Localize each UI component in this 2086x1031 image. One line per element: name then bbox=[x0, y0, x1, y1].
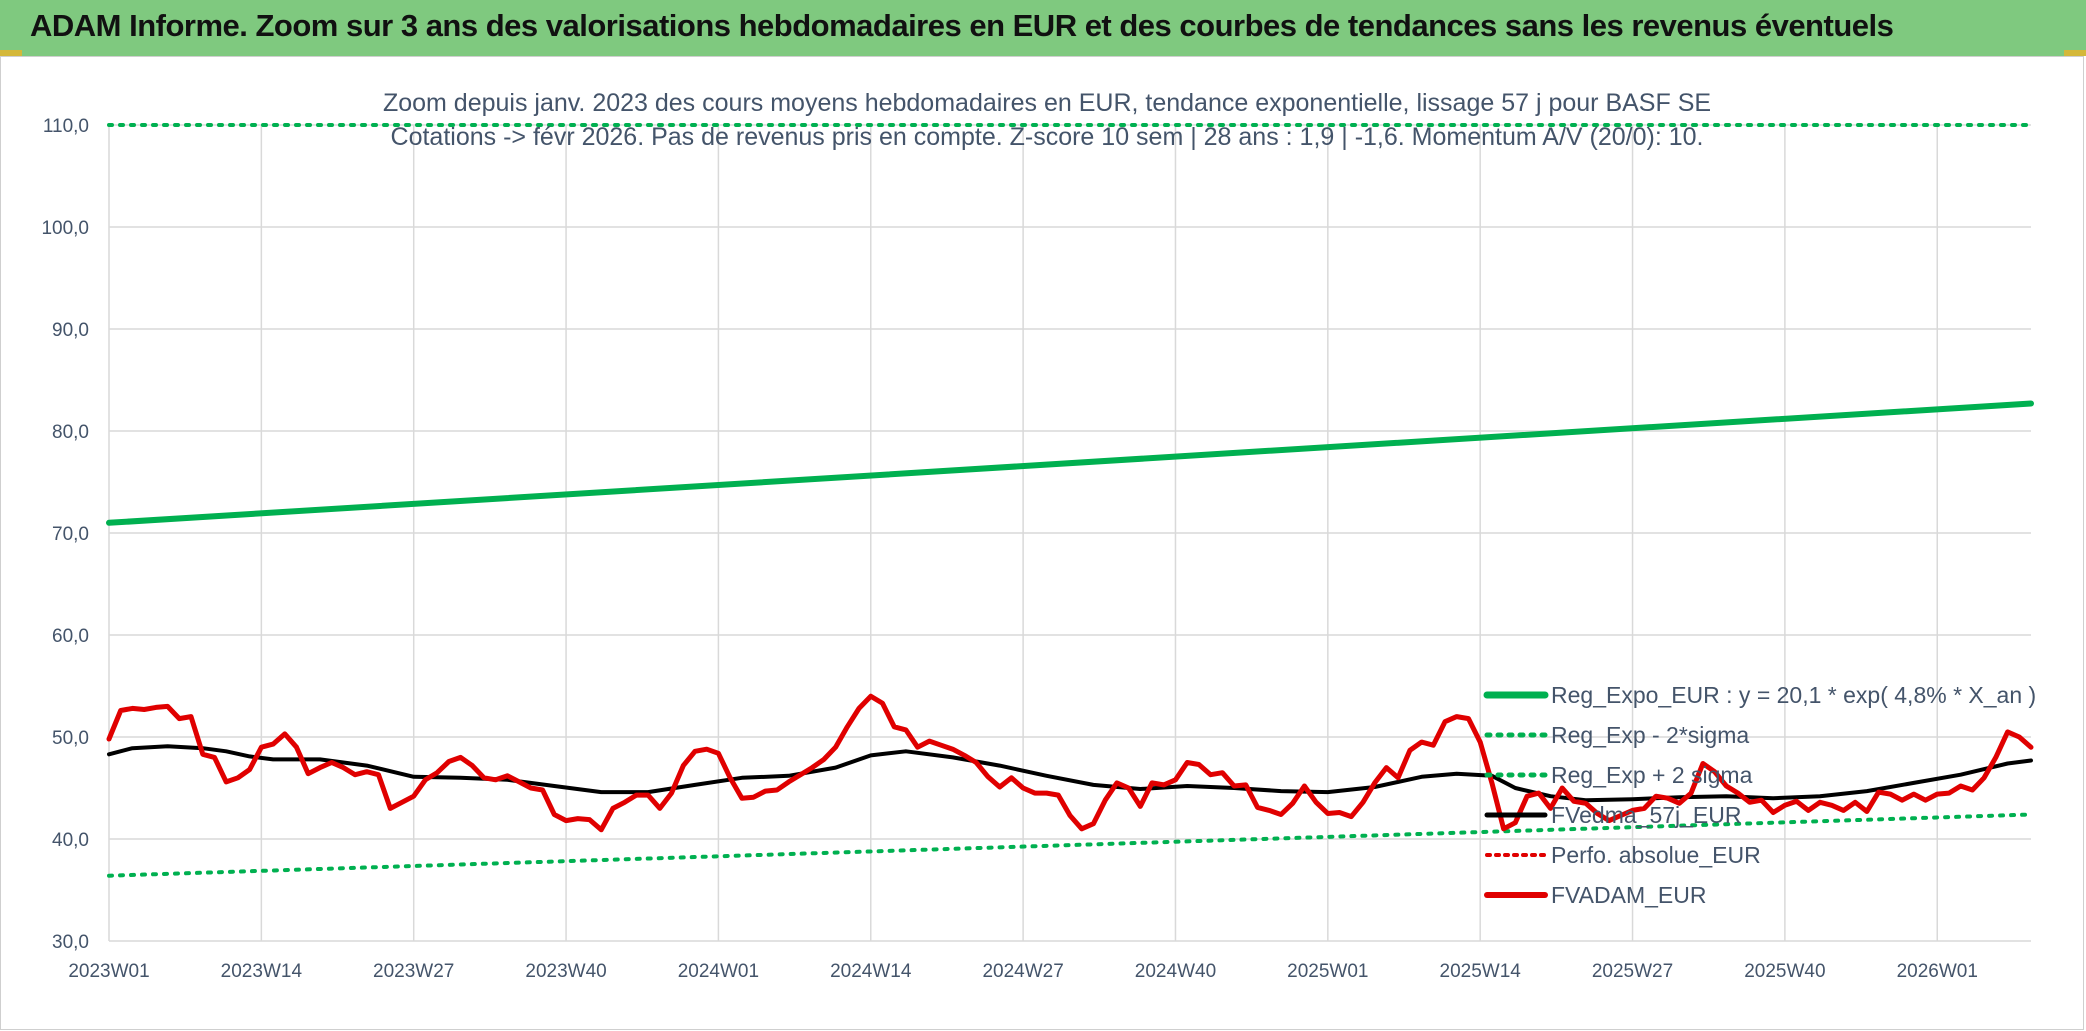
x-tick-label: 2026W01 bbox=[1897, 961, 1978, 982]
report-header: ADAM Informe. Zoom sur 3 ans des valoris… bbox=[0, 0, 2086, 56]
y-tick-label: 50,0 bbox=[52, 728, 89, 749]
grid bbox=[108, 124, 2031, 942]
y-tick-label: 40,0 bbox=[52, 830, 89, 851]
y-tick-label: 60,0 bbox=[52, 626, 89, 647]
series-group bbox=[106, 123, 2034, 878]
y-tick-label: 100,0 bbox=[41, 218, 89, 239]
x-tick-label: 2023W27 bbox=[373, 961, 454, 982]
legend-label: Reg_Exp + 2 sigma bbox=[1551, 762, 1753, 788]
chart-area: 30,0 40,0 50,0 60,0 70,0 80,0 90,0 100,0 110,0 20… bbox=[0, 56, 2084, 1030]
x-tick-label: 2025W40 bbox=[1744, 961, 1825, 982]
legend-label: Perfo. absolue_EUR bbox=[1551, 842, 1761, 868]
chart-title-line1: Zoom depuis janv. 2023 des cours moyens … bbox=[383, 89, 1711, 117]
y-tick-label: 80,0 bbox=[52, 422, 89, 443]
x-tick-label: 2023W40 bbox=[525, 961, 606, 982]
x-tick-label: 2024W27 bbox=[982, 961, 1063, 982]
series-fvedma-57j bbox=[107, 744, 2033, 803]
x-tick-label: 2025W01 bbox=[1287, 961, 1368, 982]
line-chart: 30,0 40,0 50,0 60,0 70,0 80,0 90,0 100,0 110,0 20… bbox=[41, 89, 2036, 982]
y-tick-label: 110,0 bbox=[43, 116, 89, 137]
legend-label: FVADAM_EUR bbox=[1551, 882, 1707, 908]
report-title: ADAM Informe. Zoom sur 3 ans des valoris… bbox=[30, 8, 1894, 43]
axis-ticks: 30,0 40,0 50,0 60,0 70,0 80,0 90,0 100,0 110,0 20… bbox=[41, 116, 1977, 982]
x-tick-label: 2024W40 bbox=[1135, 961, 1216, 982]
header-accent-left bbox=[0, 50, 22, 56]
legend-label: FVedma_57j_EUR bbox=[1551, 802, 1742, 828]
x-tick-label: 2025W27 bbox=[1592, 961, 1673, 982]
y-tick-label: 70,0 bbox=[52, 524, 89, 545]
y-tick-label: 30,0 bbox=[52, 932, 89, 953]
series-reg-expo bbox=[106, 400, 2034, 526]
x-tick-label: 2024W14 bbox=[830, 961, 912, 982]
x-tick-label: 2023W14 bbox=[221, 961, 303, 982]
x-tick-label: 2023W01 bbox=[68, 961, 149, 982]
legend-label: Reg_Expo_EUR : y = 20,1 * exp( 4,8% * X_… bbox=[1551, 682, 2036, 708]
y-tick-label: 90,0 bbox=[52, 320, 89, 341]
legend-label: Reg_Exp - 2*sigma bbox=[1551, 722, 1749, 748]
series-fvadam bbox=[106, 693, 2034, 833]
legend: Reg_Expo_EUR : y = 20,1 * exp( 4,8% * X_… bbox=[1483, 682, 2036, 908]
x-tick-label: 2025W14 bbox=[1440, 961, 1522, 982]
chart-title-line2: Cotations -> févr 2026. Pas de revenus p… bbox=[391, 123, 1704, 151]
series-reg-exp-minus-2sigma bbox=[107, 812, 2033, 878]
x-tick-label: 2024W01 bbox=[678, 961, 759, 982]
header-accent-right bbox=[2064, 50, 2086, 56]
